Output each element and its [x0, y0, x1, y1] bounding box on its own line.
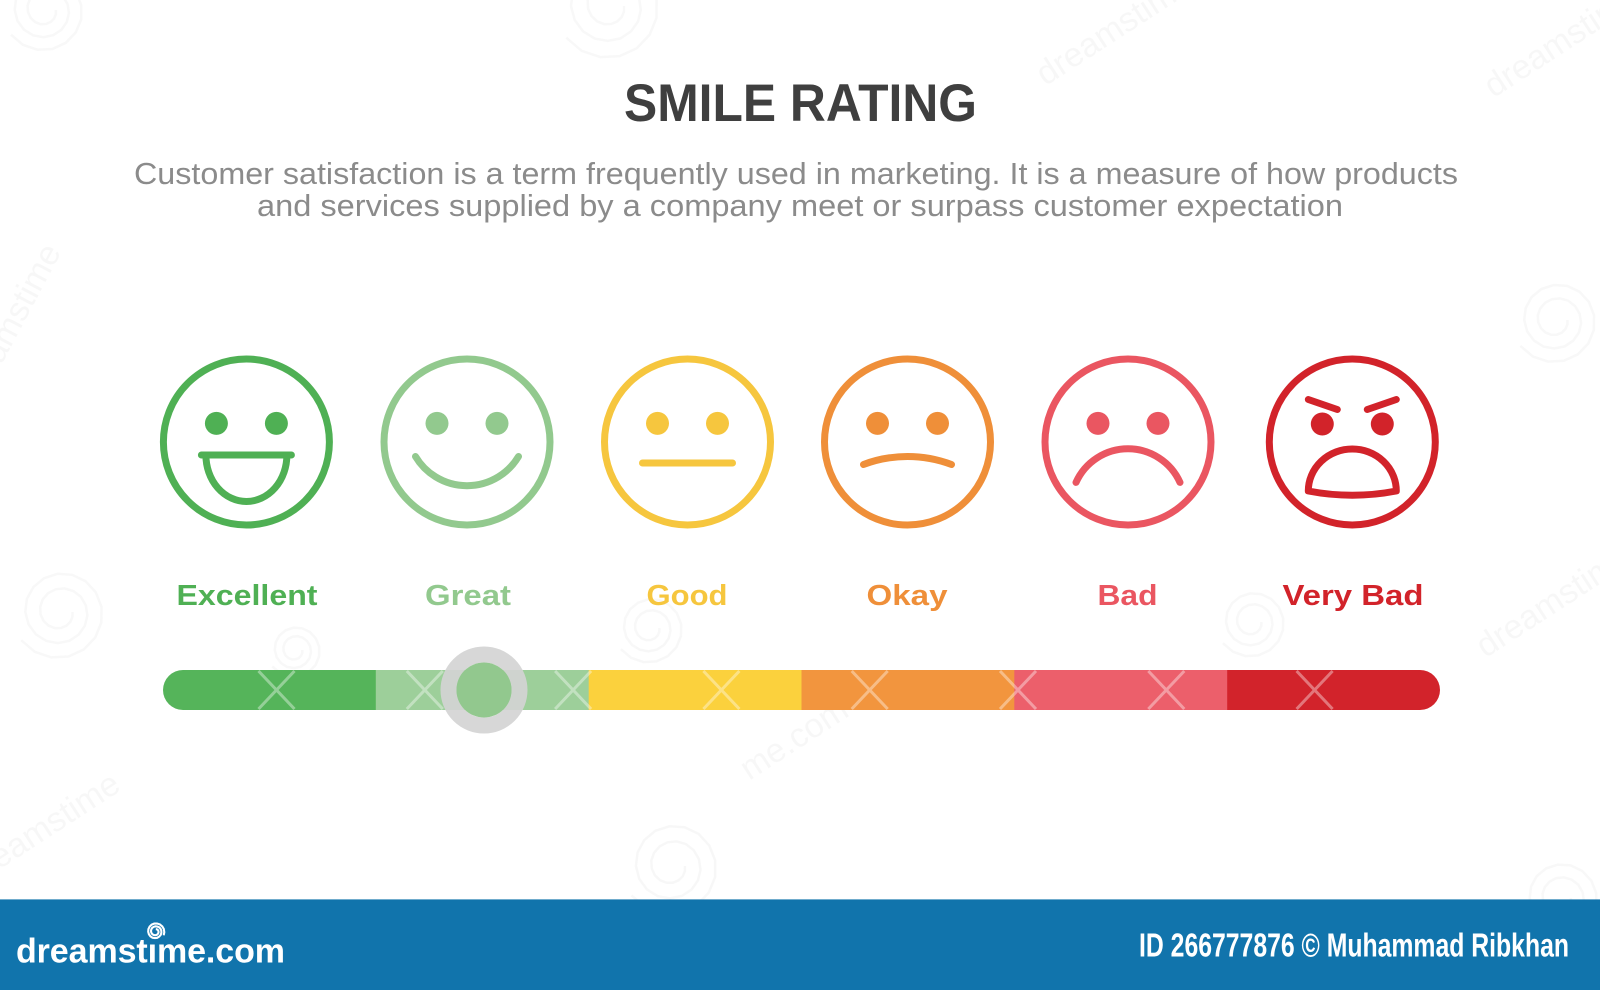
svg-text:and services supplied by a com: and services supplied by a company meet … [257, 188, 1343, 223]
svg-text:Okay: Okay [867, 580, 948, 612]
svg-text:ID 266777876 © Muhammad Ribkha: ID 266777876 © Muhammad Ribkhan [1139, 928, 1569, 965]
svg-text:Good: Good [647, 580, 728, 612]
svg-text:Excellent: Excellent [177, 580, 318, 612]
svg-text:Very Bad: Very Bad [1283, 580, 1424, 612]
svg-text:Great: Great [425, 580, 511, 612]
svg-text:dreamstıme.com: dreamstıme.com [16, 933, 285, 971]
svg-text:Customer satisfaction is a ter: Customer satisfaction is a term frequent… [134, 156, 1458, 191]
svg-text:SMILE RATING: SMILE RATING [624, 74, 977, 133]
svg-text:Bad: Bad [1098, 580, 1158, 612]
